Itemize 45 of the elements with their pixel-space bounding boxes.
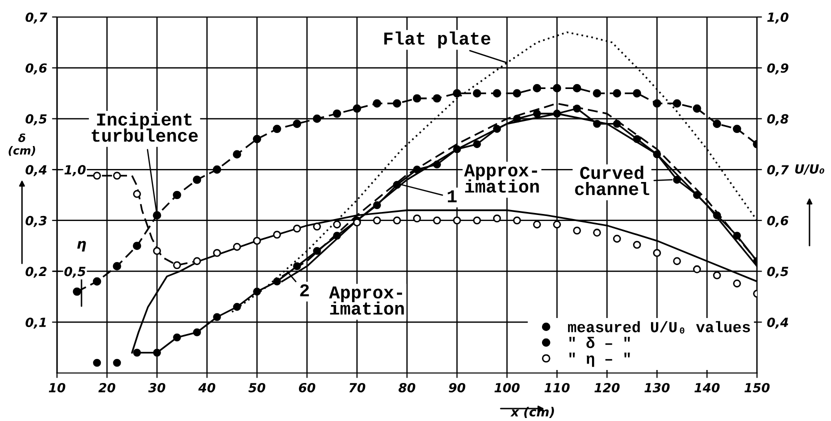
y2-tick-label: 0,5 — [767, 266, 788, 278]
x-tick-label: 130 — [644, 382, 670, 392]
y2-axis-title: U/U₀ — [795, 164, 824, 175]
y-tick-label: 0,4 — [26, 165, 47, 176]
annotation: 1 — [448, 190, 457, 202]
y2-tick-label: 0,8 — [767, 114, 788, 126]
y-tick-label: 0,3 — [26, 216, 47, 227]
annotation: Approx- imation — [329, 286, 404, 315]
annotation: 2 — [300, 284, 309, 296]
y2-tick-label: 0,4 — [767, 318, 788, 329]
x-tick-label: 150 — [744, 382, 770, 392]
y-tick-label: 0,7 — [26, 12, 48, 24]
x-axis-title: x (cm) — [510, 406, 554, 418]
x-tick-label: 20 — [98, 382, 116, 392]
y-tick-label: 0,5 — [26, 114, 47, 126]
annotation: Incipient turbulence — [92, 112, 198, 142]
x-tick-label: 50 — [248, 382, 266, 392]
y2-tick-label: 0,6 — [767, 216, 788, 227]
x-tick-label: 90 — [448, 382, 466, 392]
annotation: Flat plate — [384, 31, 490, 48]
legend-label: measured U/U₀ values — [568, 321, 750, 334]
x-tick-label: 80 — [398, 382, 416, 392]
x-tick-label: 100 — [494, 382, 520, 392]
y-axis-title: δ (cm) — [8, 133, 36, 156]
x-tick-label: 60 — [298, 382, 316, 392]
legend-label: ″ δ – ″ — [569, 336, 630, 348]
y2-tick-label: 0,9 — [767, 63, 788, 74]
x-tick-label: 10 — [48, 382, 66, 392]
y-tick-label: 0,2 — [26, 266, 47, 278]
y-tick-label: 0,1 — [26, 318, 46, 329]
y2-tick-label: 1,0 — [767, 12, 788, 24]
y3-tick-label: 0,5 — [64, 266, 86, 278]
y3-tick-label: 1,0 — [64, 165, 86, 176]
x-tick-label: 120 — [594, 382, 620, 392]
x-tick-label: 140 — [694, 382, 720, 392]
y-tick-label: 0,6 — [26, 63, 47, 74]
x-tick-label: 110 — [544, 382, 570, 392]
legend-label: ″ η – ″ — [569, 352, 630, 367]
x-tick-label: 70 — [349, 382, 366, 392]
x-tick-label: 40 — [198, 382, 216, 392]
annotation: Approx- imation — [464, 164, 539, 193]
y2-tick-label: 0,7 — [767, 165, 789, 176]
y3-axis-title: η — [77, 240, 86, 252]
annotation: Curved channel — [575, 166, 650, 196]
x-tick-label: 30 — [148, 382, 166, 392]
